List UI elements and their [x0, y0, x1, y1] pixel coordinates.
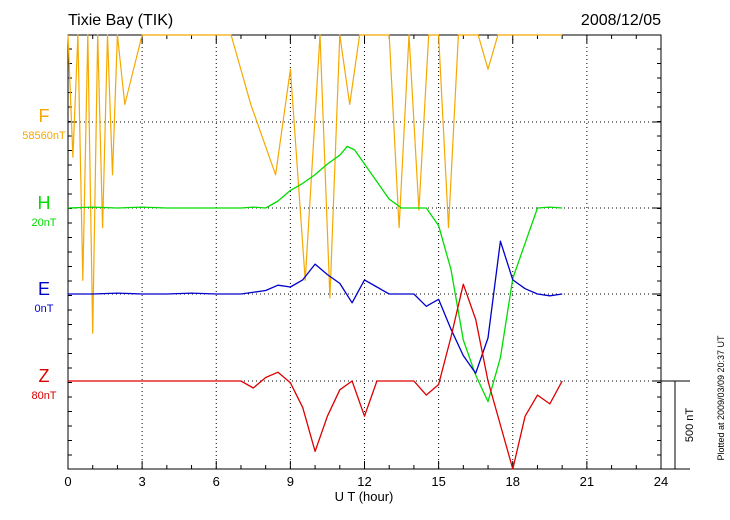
baseline-label-h: 20nT — [31, 217, 56, 229]
scale-bar-label: 500 nT — [684, 408, 696, 443]
x-axis-label: U T (hour) — [335, 489, 394, 504]
series-line-h — [67, 145, 563, 403]
series-line-e — [68, 240, 563, 374]
series-line-z — [68, 283, 563, 470]
x-tick-label: 18 — [506, 474, 520, 489]
date-label: 2008/12/05 — [581, 12, 661, 29]
baseline-label-z: 80nT — [31, 390, 56, 402]
scale-bar: 500 nT — [661, 380, 696, 470]
baseline-label-f: 58560nT — [22, 130, 66, 142]
series-lines — [67, 34, 563, 470]
x-tick-label: 0 — [64, 474, 71, 489]
x-tick-label: 3 — [139, 474, 146, 489]
baseline-label-e: 0nT — [35, 303, 54, 315]
component-label-h: H — [38, 193, 51, 213]
axis-ticks: 0 3 6 9 12 15 18 21 24 — [64, 35, 668, 489]
component-label-e: E — [38, 279, 50, 299]
x-tick-label: 24 — [654, 474, 668, 489]
plotted-note: Plotted at 2009/03/09 20:37 UT — [716, 335, 726, 461]
x-tick-label: 9 — [287, 474, 294, 489]
grid — [68, 35, 661, 469]
x-tick-label: 12 — [357, 474, 371, 489]
x-tick-label: 6 — [213, 474, 220, 489]
component-label-f: F — [39, 106, 50, 126]
x-tick-label: 15 — [431, 474, 445, 489]
x-tick-label: 21 — [580, 474, 594, 489]
component-label-z: Z — [39, 366, 50, 386]
station-title: Tixie Bay (TIK) — [68, 12, 173, 29]
